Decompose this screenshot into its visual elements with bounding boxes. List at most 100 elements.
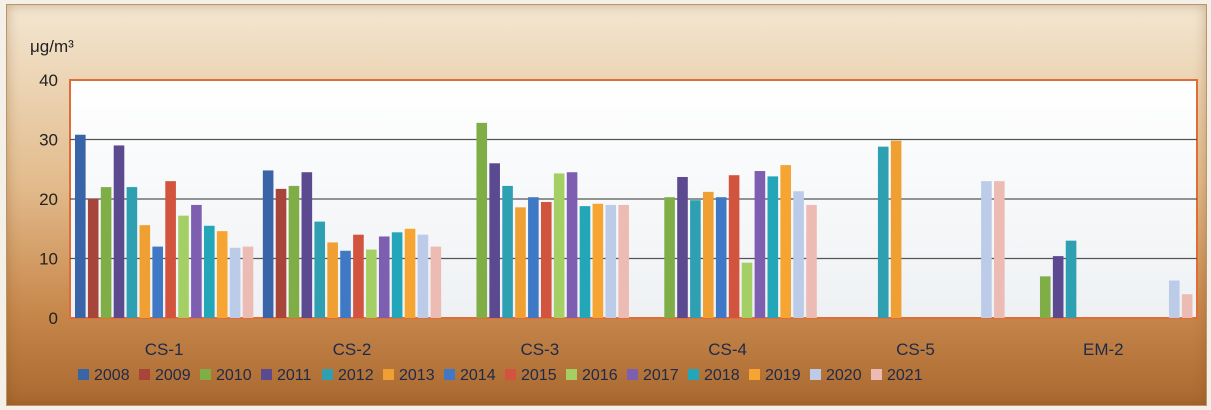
bar-2009-CS-2 [275,188,287,318]
bar-2020-CS-1 [229,247,241,318]
legend-swatch [627,369,638,380]
x-axis-categories: CS-1 CS-2 CS-3 CS-4 CS-5 EM-2 [145,340,1124,359]
category-label: CS-2 [333,340,372,359]
bar-2014-CS-2 [340,250,351,318]
legend-swatch [383,369,394,380]
y-tick-label: 30 [39,131,58,150]
bar-2018-CS-2 [391,232,403,318]
bar-2015-CS-3 [540,201,552,318]
legend-item-label: 2010 [216,367,252,384]
bar-2012-CS-4 [690,200,701,318]
legend-item-label: 2020 [826,367,862,384]
bar-2014-CS-1 [152,246,163,318]
legend-swatch [200,369,211,380]
legend-item-label: 2021 [887,367,923,384]
bar-2021-EM-2 [1181,294,1193,318]
legend-swatch [810,369,821,380]
bar-2020-CS-2 [417,234,429,318]
bars [75,122,1193,318]
bar-2018-CS-1 [204,225,215,318]
legend-swatch [444,369,455,380]
legend-swatch [322,369,333,380]
bar-2021-CS-2 [430,246,442,318]
y-tick-label: 40 [39,71,58,90]
bar-2008-CS-2 [262,170,274,318]
bar-2011-CS-1 [113,145,125,318]
bar-2015-CS-1 [165,181,176,318]
legend-item-label: 2011 [277,367,312,384]
bar-2021-CS-5 [994,181,1005,318]
bar-2020-EM-2 [1168,280,1180,318]
bar-2010-CS-2 [288,185,300,318]
legend-swatch [505,369,516,380]
bar-2015-CS-4 [728,175,740,318]
bar-2017-CS-2 [378,236,390,318]
category-label: CS-1 [145,340,184,359]
bar-2011-CS-2 [301,172,313,318]
bar-2016-CS-2 [366,249,377,318]
bar-2021-CS-3 [618,204,629,318]
legend-swatch [261,369,272,380]
bar-2020-CS-3 [605,204,617,318]
bar-2010-EM-2 [1039,276,1051,318]
bar-2014-CS-3 [528,197,539,318]
category-label: EM-2 [1083,340,1124,359]
legend-swatch [871,369,882,380]
legend-item-label: 2009 [155,367,191,384]
y-tick-label: 10 [39,250,58,269]
bar-2014-CS-4 [715,197,727,318]
bar-2012-CS-1 [126,187,138,318]
legend-item-label: 2019 [765,367,801,384]
legend-swatch [78,369,89,380]
category-label: CS-5 [896,340,935,359]
legend-swatch [566,369,577,380]
bar-2013-CS-1 [139,225,151,318]
bar-2016-CS-3 [553,173,565,318]
bar-2012-EM-2 [1065,240,1077,318]
legend-item-label: 2014 [460,367,496,384]
bar-2008-CS-1 [75,134,86,318]
bar-2016-CS-4 [741,262,753,318]
legend-item-label: 2013 [399,367,435,384]
bar-2017-CS-4 [754,171,766,318]
legend-swatch [749,369,760,380]
legend-item-label: 2016 [582,367,618,384]
bar-2019-CS-4 [780,165,791,318]
bar-2009-CS-1 [87,199,99,318]
category-label: CS-3 [520,340,559,359]
bar-2013-CS-5 [890,140,902,318]
bar-2019-CS-1 [216,231,228,318]
bar-2017-CS-1 [191,204,202,318]
legend-swatch [688,369,699,380]
bar-2010-CS-1 [100,187,112,318]
bar-2013-CS-4 [703,191,714,318]
y-unit-label: μg/m³ [30,37,74,56]
category-label: CS-4 [708,340,747,359]
legend-swatch [139,369,150,380]
bar-2011-CS-4 [677,176,688,318]
bar-2010-CS-4 [664,197,675,318]
bar-2012-CS-3 [502,185,513,318]
bar-2021-CS-4 [806,204,817,318]
legend: 2008 2009 2010 2011 2012 2013 2014 2015 2016 2017… [78,367,923,384]
bar-2012-CS-5 [877,146,889,318]
bar-2020-CS-4 [793,191,804,318]
bar-2017-CS-3 [566,172,578,318]
bar-2011-EM-2 [1052,256,1064,318]
legend-item-label: 2018 [704,367,740,384]
bar-2015-CS-2 [353,234,364,318]
bar-2013-CS-3 [515,207,526,318]
legend-item-label: 2012 [338,367,374,384]
legend-item-label: 2017 [643,367,679,384]
y-tick-label: 0 [49,309,58,328]
bar-2018-CS-3 [579,206,591,318]
legend-item-label: 2015 [521,367,557,384]
y-axis-ticks: 0 10 20 30 40 [39,71,58,328]
bar-2018-CS-4 [767,176,779,318]
bar-2011-CS-3 [489,163,500,318]
bar-2012-CS-2 [314,221,326,318]
gridlines [70,138,1197,260]
y-tick-label: 20 [39,190,58,209]
bar-2013-CS-2 [327,242,338,318]
